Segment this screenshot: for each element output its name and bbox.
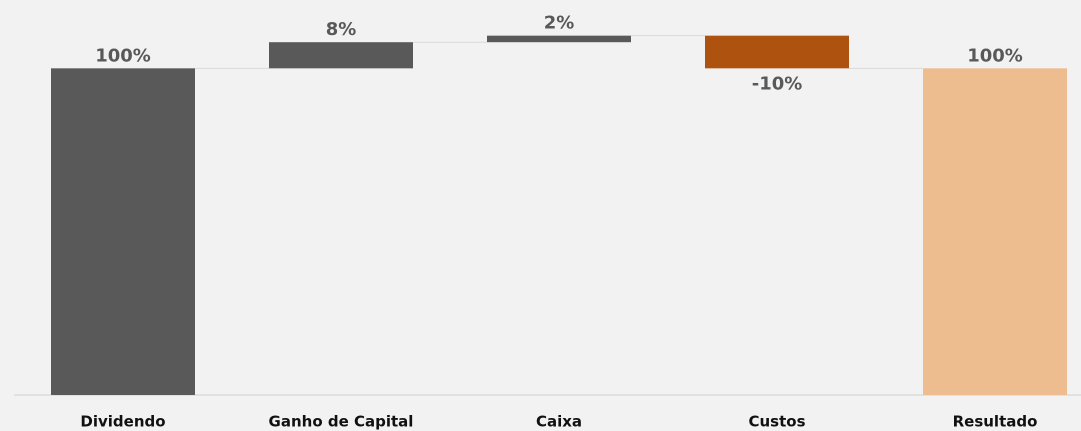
bar (51, 68, 195, 395)
value-label: -10% (752, 73, 803, 94)
x-tick-label: Resultado (953, 413, 1038, 431)
bar (923, 68, 1067, 395)
x-tick-label: Dividendo (80, 413, 165, 431)
x-tick-label: Ganho de Capital (269, 413, 414, 431)
x-tick-label: Caixa (536, 413, 582, 431)
bar (487, 35, 631, 43)
bar (269, 42, 413, 69)
value-label: 2% (544, 13, 575, 34)
value-label: 100% (967, 45, 1023, 66)
bar (705, 35, 849, 69)
x-tick-label: Custos (748, 413, 805, 431)
value-label: 8% (326, 19, 357, 40)
value-label: 100% (95, 45, 151, 66)
